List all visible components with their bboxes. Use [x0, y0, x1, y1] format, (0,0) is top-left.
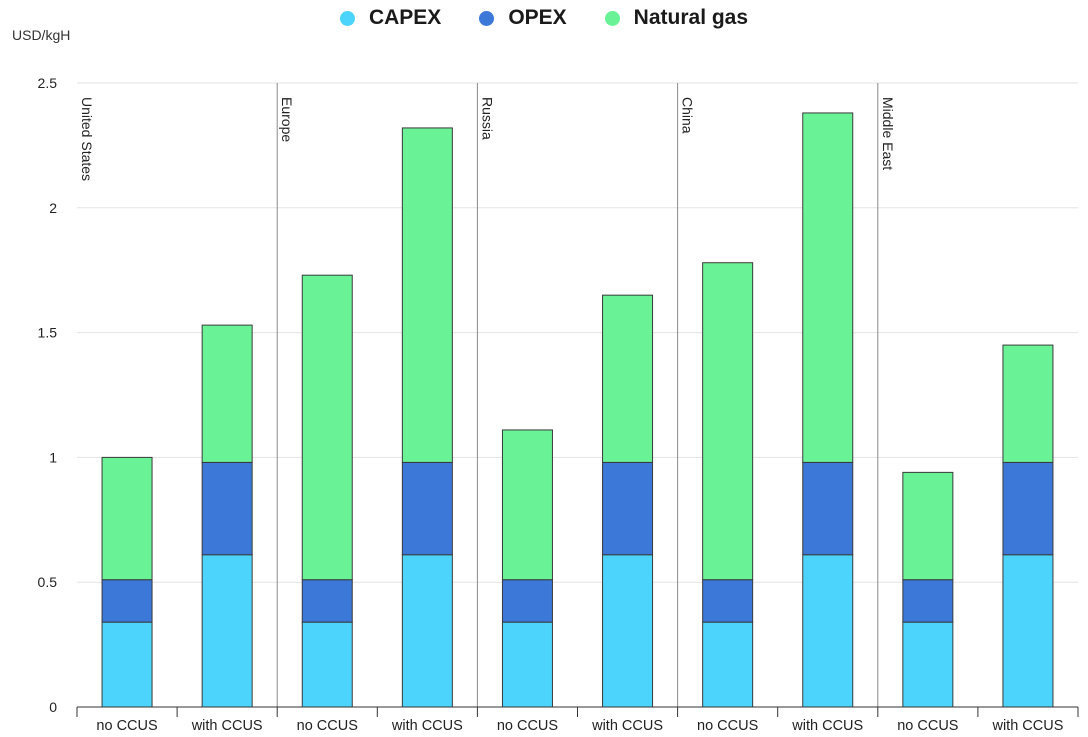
- bar-segment-natural-gas: [401, 127, 453, 463]
- bar-segment-natural-gas: [101, 456, 153, 581]
- legend-label-opex: OPEX: [508, 6, 567, 29]
- bar-segment-capex: [201, 554, 253, 708]
- bar-segment-natural-gas: [702, 262, 754, 581]
- axes: [76, 706, 1079, 717]
- legend-label-capex: CAPEX: [368, 6, 442, 29]
- x-tick-label: with CCUS: [991, 718, 1063, 734]
- bar-segment-opex: [201, 461, 253, 556]
- bar-segment-natural-gas: [201, 324, 253, 463]
- bar-segment-capex: [702, 621, 754, 708]
- bar-segment-opex: [702, 579, 754, 623]
- x-tick-label: no CCUS: [297, 718, 358, 734]
- y-tick-label: 1.5: [38, 325, 58, 341]
- region-label: Russia: [479, 97, 495, 140]
- legend-label-natural-gas: Natural gas: [633, 6, 749, 29]
- bar-segment-opex: [501, 579, 553, 623]
- region-label: Europe: [279, 97, 295, 142]
- x-tick-label: no CCUS: [96, 718, 157, 734]
- y-tick-label: 1: [49, 449, 57, 465]
- x-tick-label: with CCUS: [191, 718, 263, 734]
- x-tick-label: no CCUS: [897, 718, 958, 734]
- bar-segment-capex: [401, 554, 453, 708]
- region-label: Middle East: [880, 97, 896, 170]
- x-tick-label: with CCUS: [791, 718, 863, 734]
- bar-segment-capex: [902, 621, 954, 708]
- region-label: United States: [79, 97, 95, 181]
- bar-segment-opex: [1002, 461, 1054, 556]
- legend-swatch-opex: [479, 10, 495, 26]
- bar-segment-natural-gas: [602, 294, 654, 463]
- bar-segment-natural-gas: [802, 112, 854, 463]
- legend-item-capex: CAPEX: [339, 6, 442, 30]
- bars: [101, 112, 1054, 708]
- x-tick-label: no CCUS: [697, 718, 758, 734]
- bar-segment-opex: [101, 579, 153, 623]
- bar-segment-opex: [301, 579, 353, 623]
- bar-segment-capex: [802, 554, 854, 708]
- y-tick-label: 2: [49, 200, 57, 216]
- y-axis-label: USD/kgH: [12, 27, 71, 43]
- legend-item-natural-gas: Natural gas: [604, 6, 749, 30]
- chart-legend: CAPEX OPEX Natural gas: [0, 6, 1088, 30]
- x-tick-label: with CCUS: [591, 718, 663, 734]
- legend-item-opex: OPEX: [479, 6, 567, 30]
- bar-segment-opex: [902, 579, 954, 623]
- bar-segment-natural-gas: [902, 471, 954, 581]
- region-label: China: [680, 97, 696, 134]
- bar-segment-capex: [301, 621, 353, 708]
- legend-swatch-natural-gas: [604, 10, 620, 26]
- bar-segment-natural-gas: [301, 274, 353, 581]
- y-tick-label: 0: [49, 699, 57, 715]
- bar-segment-natural-gas: [501, 429, 553, 581]
- bar-segment-opex: [602, 461, 654, 556]
- x-tick-label: no CCUS: [497, 718, 558, 734]
- y-tick-label: 2.5: [38, 75, 58, 91]
- y-tick-label: 0.5: [38, 574, 58, 590]
- bar-segment-capex: [1002, 554, 1054, 708]
- bar-segment-opex: [401, 461, 453, 556]
- bar-segment-natural-gas: [1002, 344, 1054, 463]
- bar-segment-opex: [802, 461, 854, 556]
- bar-segment-capex: [501, 621, 553, 708]
- legend-swatch-capex: [339, 10, 355, 26]
- region-separators: [276, 83, 879, 707]
- bar-segment-capex: [602, 554, 654, 708]
- x-tick-label: with CCUS: [391, 718, 463, 734]
- labels: 0 0.5 1 1.5 2 2.5 no CCUS with CCUS no CCUS with …: [38, 75, 1064, 734]
- bar-segment-capex: [101, 621, 153, 708]
